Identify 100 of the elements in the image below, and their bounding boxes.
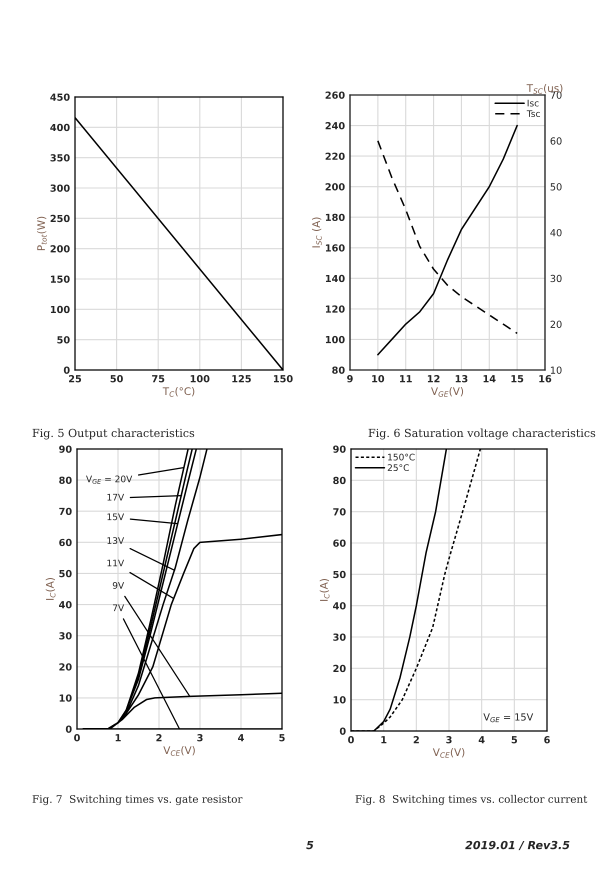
- x-axis-title: V$_{CE}$(V): [163, 746, 195, 756]
- y-tick-label: 50: [57, 336, 70, 344]
- y-tick-label: 50: [333, 570, 346, 578]
- y-tick-label: 100: [50, 306, 70, 314]
- y-tick-label: 80: [332, 366, 345, 374]
- y-tick-label: 90: [333, 445, 346, 453]
- x-axis-title: V$_{GE}$(V): [431, 387, 464, 397]
- y-tick-label: 150: [50, 275, 70, 283]
- y-axis-title: I$_{C}$(A): [320, 579, 330, 601]
- y-tick-label: 200: [50, 245, 70, 252]
- y-tick-label: 0: [66, 725, 72, 733]
- annotation: 7V: [112, 604, 124, 612]
- y2-tick-label: 20: [550, 320, 562, 328]
- y-tick-label: 80: [333, 476, 346, 484]
- y2-tick-label: 60: [550, 137, 562, 145]
- y-tick-label: 260: [326, 91, 345, 99]
- x-tick-label: 2: [156, 734, 162, 742]
- annotation: 13V: [107, 537, 124, 544]
- y-tick-label: 70: [333, 508, 346, 516]
- y-tick-label: 10: [334, 696, 346, 704]
- x-tick-label: 15: [511, 375, 524, 382]
- y-tick-label: 50: [59, 570, 72, 578]
- y2-tick-label: 40: [550, 228, 562, 236]
- y-tick-label: 200: [326, 183, 345, 190]
- x-tick-label: 10: [372, 375, 384, 382]
- y2-tick-label: 30: [550, 274, 562, 282]
- legend-label: Isc: [528, 100, 539, 106]
- y-tick-label: 300: [50, 184, 70, 192]
- y-tick-label: 80: [59, 476, 72, 484]
- y-tick-label: 30: [59, 632, 72, 640]
- x-tick-label: 6: [544, 736, 550, 744]
- y-tick-label: 10: [60, 694, 72, 702]
- annotation: V$_{GE}$ = 15V: [483, 713, 534, 722]
- x-tick-label: 0: [74, 734, 80, 742]
- x-tick-label: 2: [414, 736, 419, 744]
- legend-label: 150°C: [388, 454, 415, 460]
- y-tick-label: 70: [59, 508, 72, 516]
- y-tick-label: 220: [326, 152, 345, 160]
- y-tick-label: 140: [326, 274, 345, 282]
- y-tick-label: 60: [59, 538, 72, 546]
- y-tick-label: 240: [326, 122, 345, 130]
- legend-label: Tsc: [526, 110, 540, 118]
- x-axis-title: V$_{CE}$(V): [432, 748, 464, 758]
- y-axis-title: I$_{C}$(A): [46, 578, 56, 600]
- x-tick-label: 150: [274, 375, 293, 382]
- x-tick-label: 13: [456, 375, 468, 382]
- y-tick-label: 30: [333, 633, 346, 641]
- y-tick-label: 400: [50, 124, 70, 132]
- x-tick-label: 4: [238, 734, 244, 742]
- y2-axis-title: T$_{SC}$(us): [526, 84, 562, 94]
- x-tick-label: 14: [484, 375, 496, 382]
- y-tick-label: 250: [50, 214, 70, 222]
- y-tick-label: 90: [59, 445, 72, 453]
- x-tick-label: 5: [512, 736, 518, 744]
- y-tick-label: 40: [59, 601, 72, 608]
- x-tick-label: 16: [539, 375, 552, 382]
- chart-title: Fig. 5 Output characteristics: [32, 428, 194, 440]
- y-tick-label: 450: [50, 93, 70, 101]
- annotation: 9V: [112, 582, 124, 589]
- x-tick-label: 3: [197, 734, 203, 742]
- annotation: 17V: [107, 494, 124, 500]
- y-axis-title: I$_{SC}$ (A): [312, 218, 322, 248]
- x-axis-title: T$_{C}$(°C): [162, 387, 194, 397]
- y-tick-label: 0: [340, 727, 346, 735]
- annotation: V$_{GE}$ = 20V: [86, 476, 132, 484]
- y2-tick-label: 10: [550, 366, 562, 374]
- x-tick-label: 100: [190, 375, 210, 382]
- y-tick-label: 20: [59, 663, 72, 671]
- y-tick-label: 100: [326, 336, 345, 344]
- x-tick-label: 3: [446, 736, 452, 744]
- annotation: 15V: [107, 514, 124, 520]
- x-tick-label: 50: [110, 375, 123, 382]
- caption: Fig. 8 Switching times vs. collector current: [356, 794, 588, 806]
- y2-tick-label: 70: [550, 91, 562, 99]
- x-tick-label: 5: [279, 734, 285, 742]
- y2-tick-label: 50: [550, 183, 562, 190]
- x-tick-label: 125: [232, 375, 251, 382]
- y-tick-label: 120: [326, 305, 345, 313]
- text: 2019.01 / Rev3.5: [465, 840, 570, 850]
- annotation: 11V: [107, 560, 124, 566]
- y-tick-label: 160: [326, 244, 345, 252]
- text: 5: [306, 840, 314, 850]
- y-tick-label: 20: [333, 664, 346, 672]
- x-tick-label: 4: [478, 736, 485, 744]
- y-tick-label: 180: [326, 214, 345, 222]
- x-tick-label: 9: [347, 375, 353, 382]
- x-tick-label: 12: [428, 375, 440, 382]
- y-tick-label: 0: [64, 366, 70, 374]
- legend-label: 25°C: [388, 464, 409, 472]
- x-tick-label: 1: [116, 734, 121, 742]
- x-tick-label: 1: [381, 736, 386, 744]
- x-tick-label: 75: [152, 375, 164, 382]
- x-tick-label: 11: [400, 375, 412, 382]
- y-tick-label: 60: [333, 539, 346, 547]
- y-tick-label: 40: [333, 602, 346, 610]
- x-tick-label: 25: [69, 375, 82, 382]
- chart-title: Fig. 6 Saturation voltage characteristics: [368, 428, 596, 440]
- y-tick-label: 350: [50, 154, 70, 162]
- x-tick-label: 0: [348, 736, 354, 744]
- y-axis-title: P$_{tot}$(W): [36, 216, 47, 250]
